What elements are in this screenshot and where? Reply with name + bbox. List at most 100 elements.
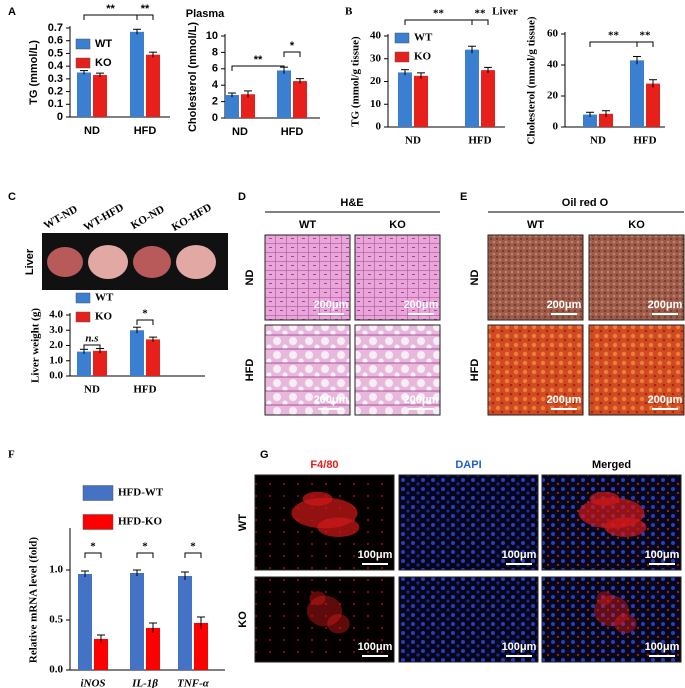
x-tick-label: IL-1β [131, 678, 158, 688]
legend-label: KO [414, 51, 432, 63]
micrograph [264, 324, 351, 416]
y-tick-label: 1.0 [49, 354, 63, 366]
significance-bracket [83, 344, 101, 350]
column-label: KO [628, 219, 645, 231]
bar [178, 576, 192, 670]
bar [398, 72, 412, 127]
scale-label: 100μm [645, 641, 680, 653]
x-tick-label: TNF-α [177, 678, 210, 688]
bar [146, 628, 160, 670]
stain [302, 491, 333, 506]
y-tick-label: 0.5 [48, 47, 63, 59]
significance-bracket [136, 552, 154, 558]
panel-letter: G [260, 449, 269, 461]
y-tick-label: 0.4 [48, 60, 64, 72]
bar [414, 75, 428, 127]
x-tick-label: HFD [633, 135, 656, 147]
sample-label: WT-ND [42, 203, 80, 232]
significance-label: ** [608, 30, 620, 42]
column-label: F4/80 [310, 459, 338, 471]
panel-title: Oil red O [562, 197, 609, 209]
significance-bracket [136, 14, 154, 20]
significance-bracket [404, 19, 473, 25]
stain [614, 613, 637, 634]
y-tick-label: 6 [212, 63, 218, 75]
stain [327, 613, 350, 634]
bar [481, 70, 495, 127]
legend-label: WT [95, 38, 112, 50]
bar [94, 639, 108, 670]
y-tick-label: 40 [370, 30, 382, 42]
scale-label: 200μm [314, 299, 349, 311]
row-label: HFD [244, 359, 256, 382]
stain [589, 491, 620, 506]
row-label: KO [237, 611, 249, 628]
significance-bracket [471, 19, 489, 25]
x-tick-label: ND [84, 125, 100, 137]
stain [306, 595, 343, 627]
y-tick-label: 0 [376, 121, 382, 133]
micrograph [354, 234, 441, 321]
x-tick-label: HFD [134, 125, 157, 137]
sample-label: WT-HFD [82, 201, 126, 234]
significance-label: ** [475, 8, 487, 20]
legend-label: KO [95, 57, 112, 69]
significance-bracket [184, 552, 202, 558]
column-label: DAPI [455, 459, 481, 471]
bar-chart: 0 20 40 60 Cholesterol (mmol/g tissue) ND HFD *… [526, 16, 665, 147]
micrograph [254, 576, 395, 663]
scale-label: 200μm [547, 299, 582, 311]
y-tick-label: 0.0 [49, 370, 63, 382]
panel-letter: E [460, 191, 467, 203]
significance-label: ** [106, 3, 115, 15]
legend-label: KO [95, 311, 113, 323]
y-tick-label: 20 [547, 90, 559, 102]
legend-swatch [394, 32, 410, 44]
sample-label: KO-HFD [170, 201, 214, 233]
micrograph [398, 576, 539, 663]
stain [596, 591, 613, 606]
significance-label: * [142, 308, 148, 320]
panel-title: H&E [340, 197, 363, 209]
micrograph [487, 324, 584, 416]
y-axis-label: TG (mmol/L) [28, 40, 40, 105]
x-tick-label: ND [405, 135, 421, 147]
y-tick-label: 3.0 [49, 324, 63, 336]
scale-label: 100μm [502, 641, 537, 653]
x-tick-label: iNOS [80, 678, 105, 688]
y-tick-label: 0.5 [49, 614, 63, 626]
scale-label: 200μm [648, 299, 683, 311]
bar-chart: 0 10 20 30 40 TG (mmol/g tissue) Liver B ND HFD WT… [345, 6, 518, 147]
bar [130, 573, 144, 670]
legend-swatch [75, 38, 91, 50]
sample-label: KO-ND [129, 203, 167, 232]
bar [146, 339, 160, 376]
scale-label: 100μm [358, 549, 393, 561]
significance-bracket [589, 41, 638, 47]
chart-title: Liver [492, 6, 518, 18]
scale-label: 100μm [358, 641, 393, 653]
y-tick-label: 0.0 [49, 664, 63, 676]
bar [241, 94, 255, 118]
legend-swatch [75, 292, 91, 304]
significance-label: ** [433, 8, 445, 20]
panel-letter: B [345, 6, 353, 18]
y-tick-label: 2 [212, 96, 218, 108]
stain [604, 517, 647, 538]
bar [583, 114, 597, 127]
column-label: WT [527, 219, 544, 231]
legend-label: HFD-WT [118, 487, 164, 499]
y-tick-label: 4 [212, 79, 219, 91]
y-tick-label: 0.1 [48, 98, 63, 110]
y-tick-label: 1.0 [49, 564, 63, 576]
liver [47, 247, 83, 277]
liver [133, 246, 171, 278]
stain [593, 595, 630, 627]
y-tick-label: 8 [212, 46, 218, 58]
scale-label: 100μm [502, 549, 537, 561]
y-tick-label: 30 [370, 52, 382, 64]
legend-label: WT [95, 292, 114, 304]
significance-label: * [90, 541, 96, 553]
bar [93, 350, 107, 376]
